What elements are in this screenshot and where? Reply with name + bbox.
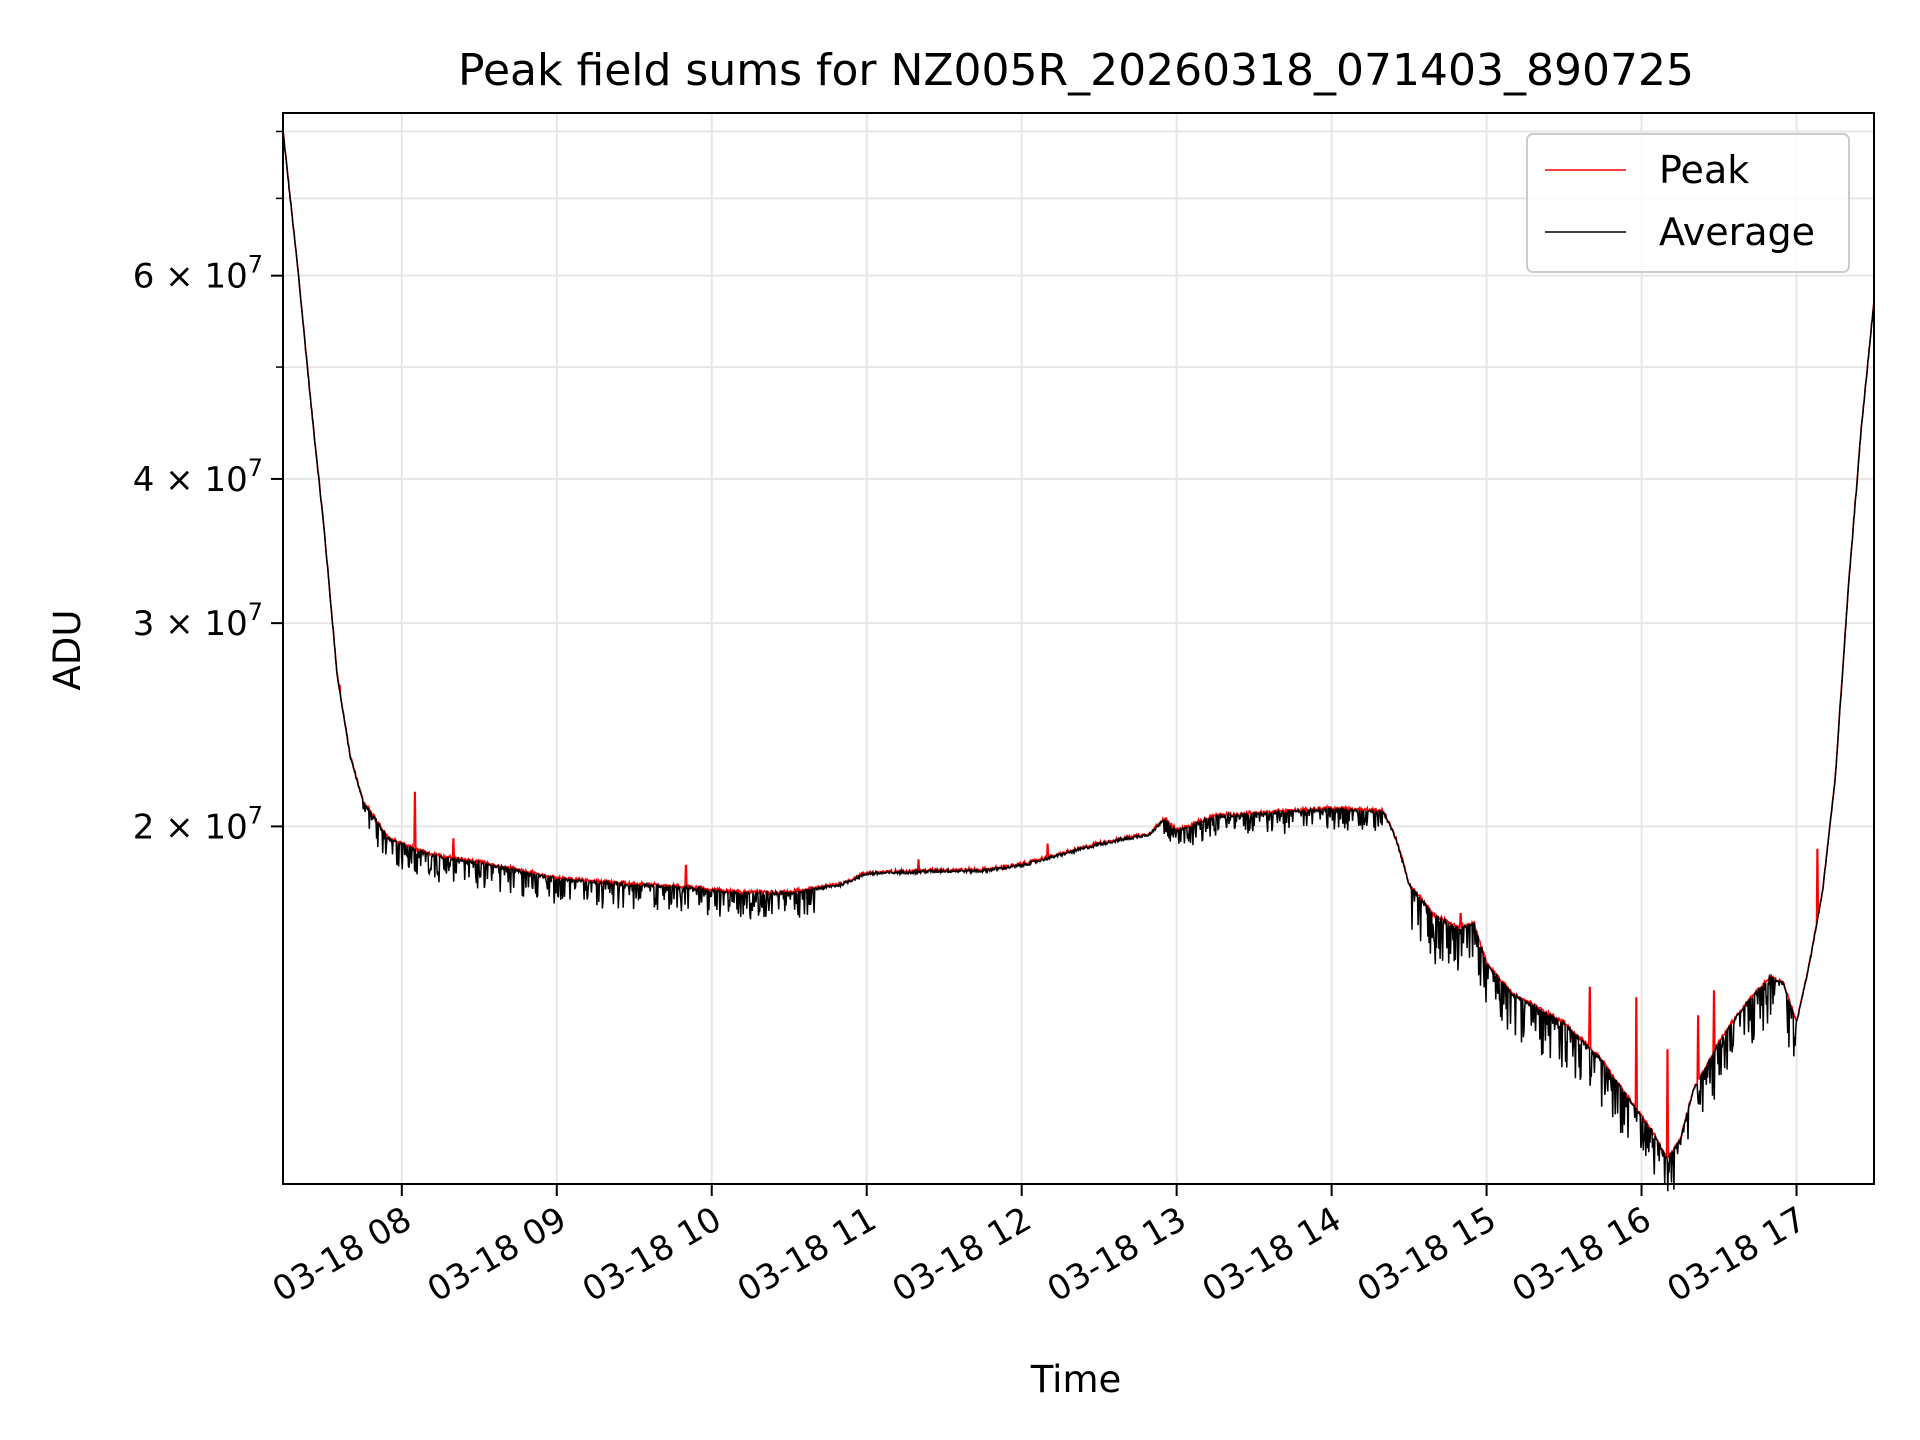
plot-frame bbox=[282, 112, 1875, 1185]
plot-area bbox=[282, 130, 1875, 1192]
legend-box bbox=[1526, 133, 1850, 273]
y-tick-label: 3 × 107 bbox=[133, 598, 263, 644]
y-tick-label: 4 × 107 bbox=[133, 454, 263, 500]
legend-average-label: Average bbox=[1659, 210, 1815, 254]
y-tick-label: 2 × 107 bbox=[133, 801, 263, 847]
legend-peak-label: Peak bbox=[1659, 148, 1749, 192]
y-tick-label: 6 × 107 bbox=[133, 251, 263, 297]
legend: Peak Average bbox=[1526, 133, 1850, 273]
y-axis: 2 × 107 3 × 107 4 × 107 6 × 107 bbox=[133, 130, 283, 847]
series-average-line bbox=[282, 130, 1875, 1192]
x-axis-label: Time bbox=[1030, 1358, 1122, 1401]
grid bbox=[283, 113, 1874, 1184]
chart-title: Peak field sums for NZ005R_20260318_0714… bbox=[458, 45, 1694, 96]
y-axis-label: ADU bbox=[46, 610, 89, 691]
